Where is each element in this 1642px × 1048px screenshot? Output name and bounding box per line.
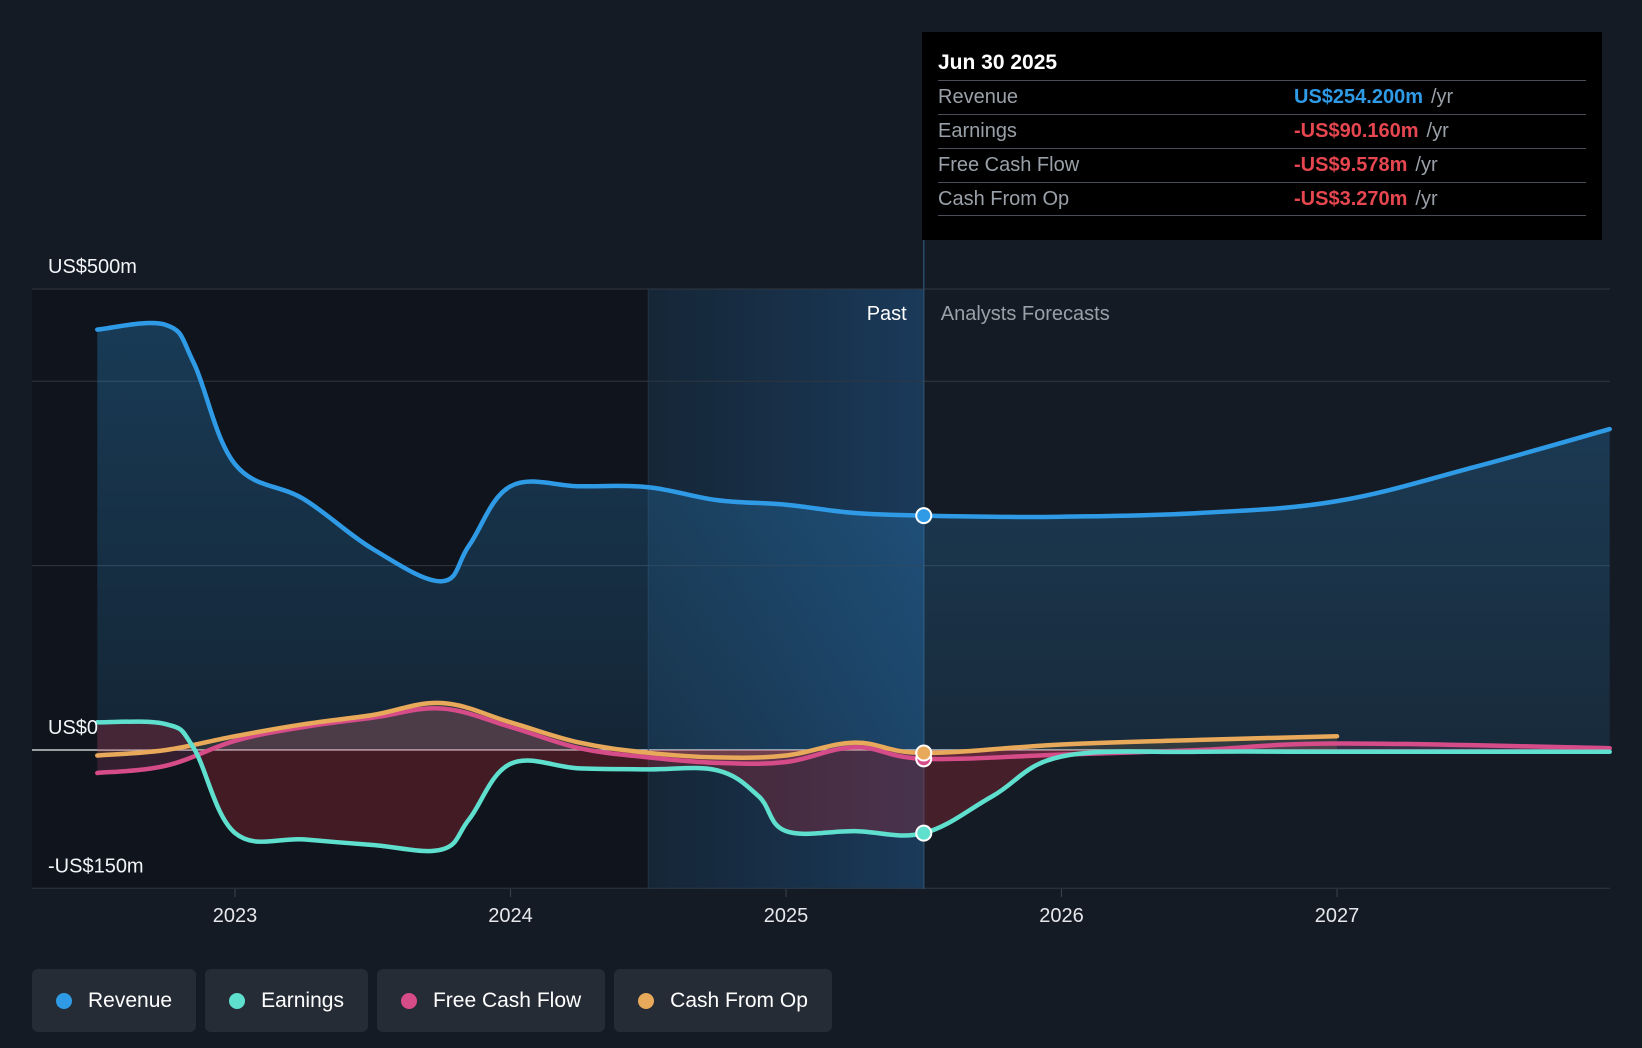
tooltip-name: Earnings bbox=[938, 120, 1017, 142]
legend-dot-icon bbox=[56, 992, 72, 1009]
area-revenue bbox=[97, 323, 1610, 750]
tooltip-value: US$254.200m bbox=[1294, 86, 1423, 108]
x-tick-label: 2027 bbox=[1315, 905, 1360, 927]
tooltip-value: -US$3.270m bbox=[1294, 187, 1408, 210]
point-marker-revenue bbox=[915, 507, 933, 525]
area-earnings bbox=[97, 721, 1610, 852]
series-line-revenue bbox=[95, 320, 1612, 584]
tooltip: Jun 30 2025 Revenue US$254.200m /yr Earn… bbox=[922, 32, 1602, 240]
series-line-earnings bbox=[95, 719, 1612, 854]
forecast-label: Analysts Forecasts bbox=[941, 303, 1110, 325]
tooltip-row-earnings: Earnings -US$90.160m /yr bbox=[938, 114, 1586, 148]
tooltip-name: Revenue bbox=[938, 86, 1019, 108]
tooltip-date: Jun 30 2025 bbox=[938, 51, 1058, 74]
tooltip-row-cash-from-op: Cash From Op -US$3.270m /yr bbox=[938, 182, 1586, 216]
legend-item-cash-from-op[interactable]: Cash From Op bbox=[614, 969, 832, 1032]
tooltip-value: -US$90.160m bbox=[1294, 120, 1419, 142]
area-cash-from-op bbox=[97, 702, 1337, 758]
tooltip-row-free-cash-flow: Free Cash Flow -US$9.578m /yr bbox=[938, 148, 1586, 182]
y-axis-label: -US$150m bbox=[48, 855, 144, 877]
point-marker-earnings bbox=[915, 824, 933, 842]
tooltip-row-revenue: Revenue US$254.200m /yr bbox=[938, 80, 1586, 114]
y-axis-label: US$500m bbox=[48, 256, 137, 278]
legend-dot-icon bbox=[400, 992, 417, 1009]
tooltip-unit: /yr bbox=[1426, 120, 1449, 142]
legend-dot-icon bbox=[638, 992, 655, 1009]
x-tick-label: 2026 bbox=[1039, 905, 1084, 927]
area-free-cash-flow bbox=[97, 708, 1610, 773]
tooltip-name: Free Cash Flow bbox=[938, 154, 1080, 176]
legend-label: Earnings bbox=[261, 988, 344, 1012]
legend-label: Revenue bbox=[88, 988, 173, 1012]
legend-item-revenue[interactable]: Revenue bbox=[32, 969, 197, 1032]
legend-label: Free Cash Flow bbox=[432, 988, 582, 1012]
legend-label: Cash From Op bbox=[670, 988, 808, 1012]
x-tick-label: 2025 bbox=[764, 905, 809, 927]
legend-item-free-cash-flow[interactable]: Free Cash Flow bbox=[376, 969, 606, 1032]
point-marker-cash-from-op bbox=[915, 744, 933, 762]
tooltip-unit: /yr bbox=[1415, 187, 1438, 210]
legend-item-earnings[interactable]: Earnings bbox=[205, 969, 368, 1032]
legend: Revenue Earnings Free Cash Flow Cash Fro… bbox=[32, 969, 841, 1032]
x-tick-label: 2023 bbox=[213, 905, 258, 927]
legend-dot-icon bbox=[229, 992, 246, 1009]
tooltip-name: Cash From Op bbox=[938, 187, 1070, 210]
tooltip-unit: /yr bbox=[1430, 86, 1454, 108]
series-line-cash-from-op bbox=[95, 700, 1340, 760]
tooltip-value: -US$9.578m bbox=[1294, 154, 1408, 176]
chart: US$500m US$0 -US$150m 2023 2024 2025 2026 2027 P… bbox=[32, 240, 1612, 927]
x-tick-label: 2024 bbox=[488, 905, 533, 927]
y-axis-label: US$0 bbox=[48, 717, 98, 739]
past-label: Past bbox=[867, 303, 907, 325]
tooltip-unit: /yr bbox=[1415, 154, 1438, 176]
